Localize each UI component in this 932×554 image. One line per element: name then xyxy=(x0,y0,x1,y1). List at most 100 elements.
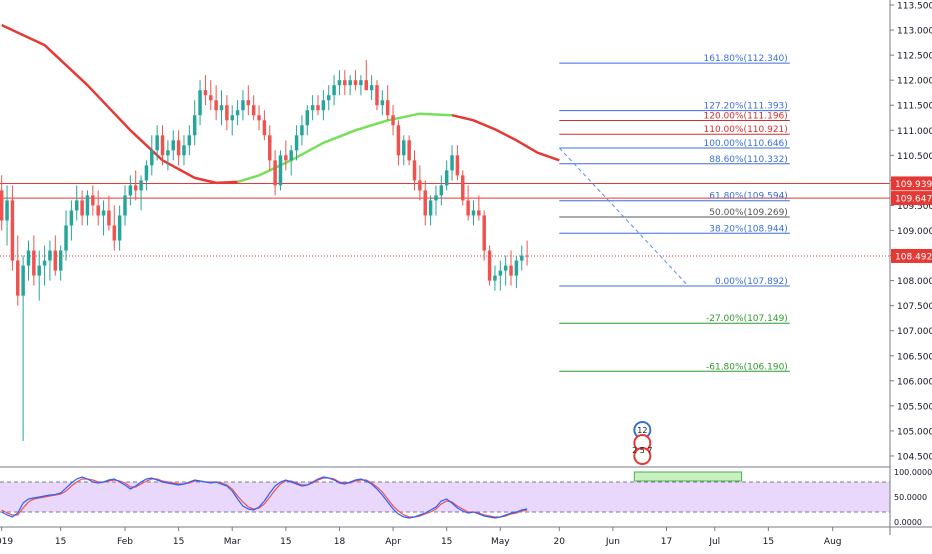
candle-body xyxy=(150,150,154,166)
candle-body xyxy=(310,105,315,111)
candle-body xyxy=(262,120,267,136)
fib-level-label: -61.80%(106.190) xyxy=(706,362,788,372)
candle-body xyxy=(257,115,261,121)
price-tick-label: 111.500 xyxy=(897,102,932,112)
candle-body xyxy=(359,80,363,86)
time-tick-label: 15 xyxy=(55,537,66,547)
price-tick-label: 112.500 xyxy=(897,52,932,62)
price-tick-label: 113.000 xyxy=(897,27,932,37)
candle-body xyxy=(209,95,213,101)
candle-body xyxy=(48,250,52,261)
candle-body xyxy=(176,140,181,156)
candle-body xyxy=(133,185,138,191)
price-tick-label: 112.000 xyxy=(897,77,932,87)
candle-body xyxy=(203,90,208,96)
price-tick-label: 109.500 xyxy=(897,202,932,212)
candle-body xyxy=(91,195,95,206)
candle-body xyxy=(461,175,465,201)
candle-body xyxy=(332,85,336,96)
price-tick-label: 105.000 xyxy=(897,427,932,437)
candle-body xyxy=(53,250,58,271)
candle-body xyxy=(439,185,444,196)
fib-level-label: 88.60%(110.332) xyxy=(709,155,788,165)
candle-body xyxy=(0,190,4,221)
candle-body xyxy=(289,150,293,161)
price-tick-label: 107.000 xyxy=(897,327,932,337)
candle-body xyxy=(326,95,331,101)
event-marker-count: 2 5 7 xyxy=(632,446,652,455)
candle-body xyxy=(418,180,422,191)
candle-body xyxy=(107,210,111,226)
candle-body xyxy=(455,155,460,176)
candle-body xyxy=(219,105,224,111)
price-label-box xyxy=(891,176,932,191)
candle-body xyxy=(69,210,74,226)
price-tick-label: 106.500 xyxy=(897,352,932,362)
candle-body xyxy=(385,100,390,116)
fib-level-label: 161.80%(112.340) xyxy=(704,54,788,64)
stochastic-k-line xyxy=(1,476,528,519)
stochastic-tick-label: 0.0000 xyxy=(894,518,922,527)
candle-body xyxy=(85,195,90,216)
candle-body xyxy=(37,265,41,276)
time-tick-label: Jul xyxy=(708,537,720,547)
candle-body xyxy=(407,140,411,161)
candle-body xyxy=(182,145,186,156)
candle-body xyxy=(112,225,117,241)
moving-average-line-green xyxy=(237,112,453,184)
candle-body xyxy=(375,85,379,106)
candle-body xyxy=(294,135,299,151)
price-tick-label: 111.000 xyxy=(897,127,932,137)
event-marker-count: 12 xyxy=(637,426,647,435)
price-label-text: 108.492 xyxy=(895,252,932,262)
candle-body xyxy=(171,140,175,151)
candle-body xyxy=(477,210,481,216)
candle-body xyxy=(364,80,369,91)
price-tick-label: 109.000 xyxy=(897,227,932,237)
candle-body xyxy=(26,250,31,266)
candle-body xyxy=(493,275,497,281)
candle-body xyxy=(214,100,218,111)
candle-body xyxy=(396,125,401,156)
candle-body xyxy=(123,195,127,216)
moving-average-line-red xyxy=(451,113,560,162)
candle-body xyxy=(380,100,385,106)
time-tick-label: 2019 xyxy=(0,537,13,547)
candle-body xyxy=(21,265,25,296)
candle-body xyxy=(80,200,84,216)
candle-body xyxy=(101,210,106,216)
candle-body xyxy=(187,135,192,146)
candle-body xyxy=(337,80,342,86)
candle-body xyxy=(519,255,524,261)
price-tick-label: 105.500 xyxy=(897,402,932,412)
price-label-box xyxy=(891,248,932,263)
candle-body xyxy=(192,115,197,136)
fib-level-label: 100.00%(110.646) xyxy=(704,139,788,149)
event-marker-icon xyxy=(633,447,652,465)
price-label-text: 109.939 xyxy=(895,180,932,190)
candle-body xyxy=(74,200,79,211)
candle-body xyxy=(155,135,159,151)
price-tick-label: 104.500 xyxy=(897,452,932,462)
time-tick-label: 15 xyxy=(441,537,452,547)
candle-body xyxy=(353,80,358,86)
candle-body xyxy=(128,185,133,196)
candle-body xyxy=(471,210,476,216)
candle-body xyxy=(96,205,100,216)
candle-body xyxy=(42,260,47,266)
stochastic-band-fill xyxy=(0,482,890,512)
candle-body xyxy=(300,125,304,136)
time-tick-label: Apr xyxy=(385,537,401,547)
candle-body xyxy=(343,80,347,86)
moving-average-line-red xyxy=(1,23,238,185)
time-tick-label: May xyxy=(491,537,510,547)
fib-level-label: 50.00%(109.269) xyxy=(709,208,788,218)
stochastic-highlight-box xyxy=(633,471,743,482)
time-tick-label: 15 xyxy=(763,537,774,547)
candle-body xyxy=(139,180,143,191)
candle-body xyxy=(16,260,20,296)
candle-body xyxy=(428,200,433,216)
candle-body xyxy=(321,100,326,111)
